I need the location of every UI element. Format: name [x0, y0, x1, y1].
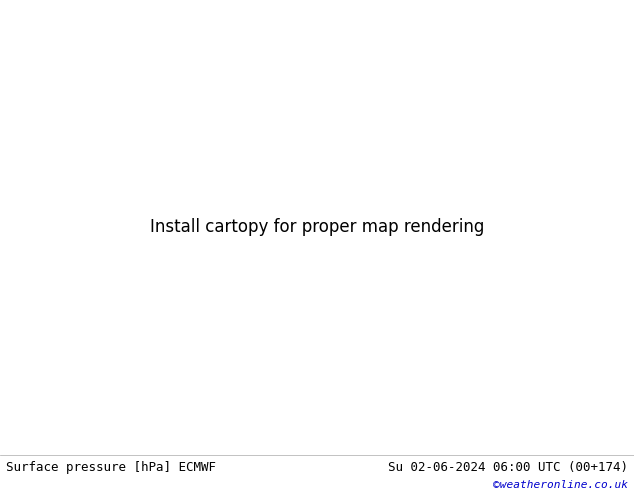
Text: Install cartopy for proper map rendering: Install cartopy for proper map rendering	[150, 219, 484, 236]
Text: ©weatheronline.co.uk: ©weatheronline.co.uk	[493, 480, 628, 490]
Text: Surface pressure [hPa] ECMWF: Surface pressure [hPa] ECMWF	[6, 461, 216, 473]
Text: Su 02-06-2024 06:00 UTC (00+174): Su 02-06-2024 06:00 UTC (00+174)	[387, 461, 628, 473]
